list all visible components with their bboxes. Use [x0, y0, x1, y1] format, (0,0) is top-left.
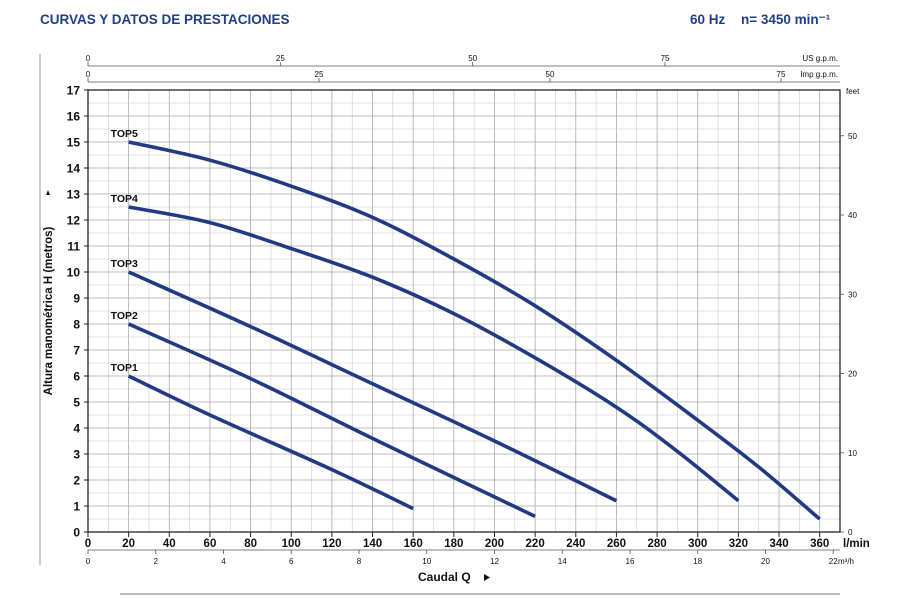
feet-tick-label: 50	[848, 132, 857, 141]
y-tick-label: 7	[73, 344, 80, 358]
y-tick-label: 3	[73, 448, 80, 462]
x-tick-label: 300	[688, 538, 707, 550]
y-tick-label: 5	[73, 396, 80, 410]
x-axis-label: Caudal Q	[418, 570, 471, 584]
series-label-top1: TOP1	[111, 362, 138, 374]
curves	[127, 140, 821, 521]
m3h-tick-label: 20	[761, 557, 770, 566]
us-gpm-tick-label: 50	[468, 54, 477, 63]
y-tick-label: 4	[73, 422, 80, 436]
x-tick-label: 280	[647, 538, 666, 550]
y-tick-label: 0	[73, 526, 80, 540]
curve-top3	[127, 270, 618, 503]
m3h-tick-label: 16	[626, 557, 635, 566]
plot-frame	[87, 89, 841, 533]
x-tick-label: 140	[363, 538, 382, 550]
y-tick-label: 8	[73, 318, 80, 332]
feet-tick-label: 0	[848, 528, 853, 537]
us-gpm-tick-label: 25	[276, 54, 285, 63]
feet-tick-label: 10	[848, 449, 857, 458]
y-tick-label: 17	[67, 84, 81, 98]
series-label-top5: TOP5	[111, 128, 138, 140]
y-tick-label: 16	[67, 110, 81, 124]
m3h-tick-label: 10	[422, 557, 431, 566]
y-tick-label: 11	[67, 240, 80, 254]
imp-gpm-tick-label: 75	[777, 70, 786, 79]
x-tick-label: 240	[566, 538, 585, 550]
x-tick-label: 80	[244, 538, 257, 550]
y-tick-label: 2	[73, 474, 80, 488]
y-axis-arrow-icon	[46, 190, 50, 195]
x-tick-label: 200	[485, 538, 504, 550]
m3h-unit: m³/h	[838, 557, 854, 566]
imp-gpm-tick-label: 0	[86, 70, 91, 79]
imp-gpm-tick-label: 50	[546, 70, 555, 79]
page-title: CURVAS Y DATOS DE PRESTACIONES	[40, 12, 290, 27]
axes: 0 20 40 60 80 100 120 140 160 180 200 220 240 260 280 3…	[67, 54, 870, 566]
imp-gpm-tick-label: 25	[315, 70, 324, 79]
y-tick-label: 1	[73, 500, 80, 514]
feet-tick-label: 40	[848, 211, 857, 220]
x-axis-arrow-icon	[484, 574, 490, 581]
y-tick-label: 13	[67, 188, 81, 202]
m3h-tick-label: 22	[829, 557, 838, 566]
labels: TOP5 TOP4 TOP3 TOP2 TOP1	[111, 128, 138, 374]
y-tick-label: 9	[73, 292, 80, 306]
speed-label: n= 3450 min⁻¹	[741, 12, 831, 27]
x-tick-label: 20	[122, 538, 135, 550]
m3h-tick-label: 14	[558, 557, 567, 566]
x-tick-label: 260	[607, 538, 626, 550]
m3h-tick-label: 2	[154, 557, 159, 566]
m3h-tick-label: 8	[357, 557, 362, 566]
x-tick-label: 180	[444, 538, 463, 550]
m3h-tick-label: 0	[86, 557, 91, 566]
frequency-label: 60 Hz	[690, 12, 726, 27]
x-unit-label: l/min	[843, 538, 870, 550]
y-axis-label: Altura manométrica H (metros)	[43, 226, 55, 395]
x-tick-label: 320	[729, 538, 748, 550]
us-gpm-tick-label: 75	[661, 54, 670, 63]
x-tick-label: 340	[769, 538, 788, 550]
x-tick-label: 100	[282, 538, 301, 550]
y-tick-label: 14	[67, 162, 81, 176]
feet-tick-label: 30	[848, 290, 857, 299]
x-tick-label: 120	[322, 538, 341, 550]
x-tick-label: 0	[85, 538, 91, 550]
feet-tick-label: 20	[848, 370, 857, 379]
series-label-top3: TOP3	[111, 258, 138, 270]
x-tick-label: 220	[526, 538, 545, 550]
us-gpm-unit: US g.p.m.	[802, 54, 838, 63]
x-tick-label: 360	[810, 538, 829, 550]
m3h-tick-label: 18	[693, 557, 702, 566]
x-tick-label: 40	[163, 538, 176, 550]
curve-top2	[127, 322, 536, 519]
m3h-tick-label: 6	[289, 557, 294, 566]
curve-top5	[128, 140, 821, 521]
y-tick-label: 15	[67, 136, 81, 150]
us-gpm-tick-label: 0	[86, 54, 91, 63]
y-tick-label: 12	[67, 214, 81, 228]
x-tick-label: 60	[204, 538, 217, 550]
series-label-top2: TOP2	[111, 310, 138, 322]
y-tick-label: 10	[67, 266, 81, 280]
imp-gpm-unit: Imp g.p.m.	[800, 70, 838, 79]
x-tick-label: 160	[404, 538, 423, 550]
m3h-tick-label: 4	[221, 557, 226, 566]
curve-top4	[128, 205, 740, 503]
m3h-tick-label: 12	[490, 557, 499, 566]
feet-unit: feet	[846, 87, 860, 96]
series-label-top4: TOP4	[111, 193, 138, 205]
y-tick-label: 6	[73, 370, 80, 384]
curve-top1	[127, 374, 414, 511]
